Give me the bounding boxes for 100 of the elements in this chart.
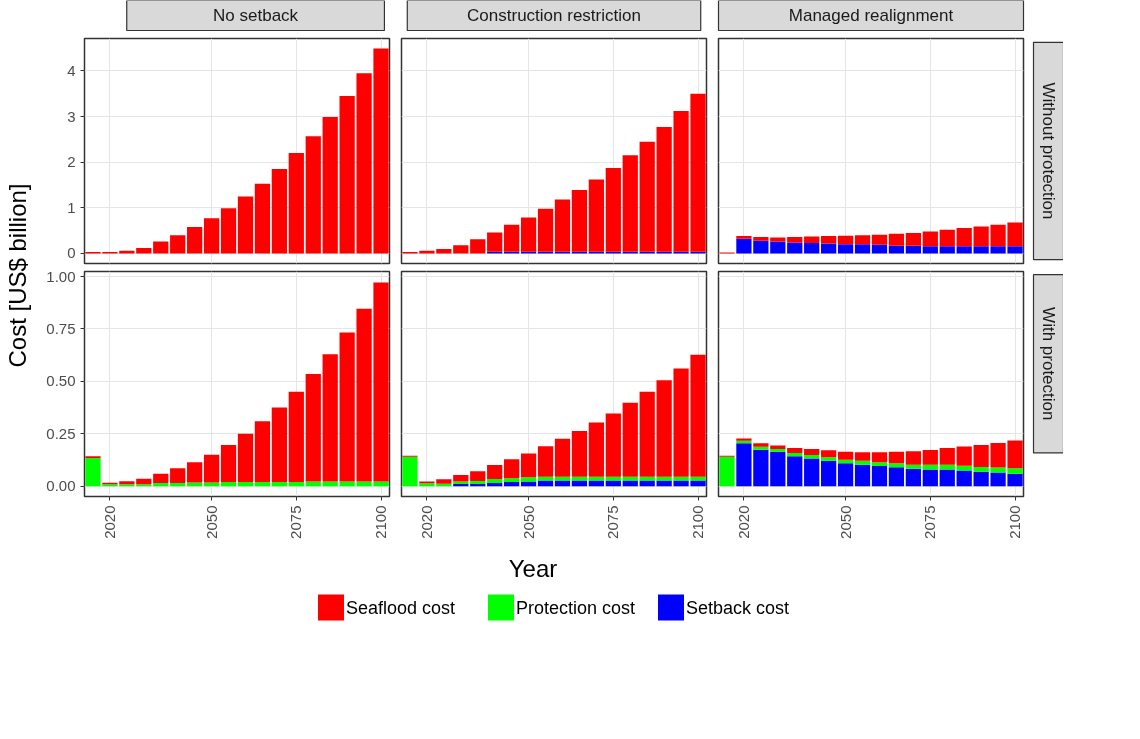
bar — [288, 391, 304, 483]
bar — [787, 242, 803, 254]
bar — [487, 483, 503, 487]
y-axis-title: Cost [US$ billion] — [4, 183, 31, 368]
bar — [153, 483, 169, 487]
bar — [871, 234, 888, 245]
bar — [956, 246, 972, 254]
bar — [187, 482, 203, 487]
bar — [837, 463, 854, 487]
bar — [153, 241, 169, 254]
bar — [854, 452, 871, 461]
bar — [787, 237, 803, 243]
x-tick-label: 2050 — [836, 505, 854, 539]
bar — [220, 208, 237, 254]
x-tick-label: 2020 — [734, 505, 752, 539]
bar — [504, 224, 520, 252]
bar — [804, 458, 820, 487]
bar — [922, 246, 938, 254]
bar — [770, 241, 786, 254]
bar — [888, 463, 905, 468]
x-axis-title: Year — [508, 555, 558, 582]
x-tick-label: 2100 — [1006, 505, 1024, 539]
bar — [605, 476, 621, 481]
bar — [504, 478, 520, 483]
bar — [821, 243, 837, 254]
bar — [487, 478, 503, 484]
x-tick-label: 2100 — [372, 505, 390, 539]
y-tick-label: 4 — [67, 61, 76, 79]
bar — [837, 451, 854, 460]
bar — [136, 484, 152, 487]
bar — [854, 464, 871, 487]
bar — [254, 183, 271, 254]
bar — [888, 233, 905, 246]
bar — [322, 117, 338, 254]
bar — [305, 374, 321, 482]
bar — [770, 237, 786, 242]
bar — [504, 482, 520, 487]
y-tick-label: 2 — [67, 153, 76, 171]
bar — [804, 236, 820, 243]
bar — [787, 448, 803, 454]
bar — [271, 407, 287, 483]
bar — [254, 482, 271, 487]
bar — [639, 391, 655, 477]
bar — [537, 446, 554, 477]
bar — [203, 454, 220, 483]
bar — [588, 422, 604, 477]
legend-label: Protection cost — [516, 597, 636, 618]
x-tick-label: 2020 — [100, 505, 118, 539]
bar — [622, 402, 638, 477]
bar — [203, 482, 220, 487]
bar — [470, 239, 486, 254]
chart-title: No setback — [213, 6, 299, 25]
bar — [504, 459, 520, 479]
bar — [854, 244, 871, 254]
bar — [554, 438, 571, 477]
bar — [770, 451, 786, 487]
bar — [554, 199, 571, 252]
bar — [888, 451, 905, 464]
bar — [537, 476, 554, 481]
bar — [719, 456, 735, 487]
bar — [639, 141, 655, 252]
bar — [220, 482, 237, 487]
bar — [237, 482, 254, 487]
bar — [871, 452, 888, 463]
bar — [220, 444, 237, 483]
y-tick-label: 1 — [67, 198, 76, 216]
bar — [804, 242, 820, 254]
bar — [520, 481, 537, 487]
bar — [787, 453, 803, 457]
bar — [305, 136, 321, 254]
y-tick-label: 0.00 — [46, 477, 76, 495]
bar — [487, 232, 503, 252]
bar — [237, 433, 254, 483]
bar — [905, 464, 921, 469]
bar — [956, 227, 972, 247]
bar — [322, 354, 338, 482]
bar — [605, 413, 621, 477]
bar — [588, 476, 604, 481]
y-tick-label: 3 — [67, 107, 76, 125]
y-tick-label: 0.50 — [46, 372, 76, 390]
bar — [136, 478, 152, 485]
bar — [588, 179, 604, 252]
bar — [922, 449, 938, 465]
bar — [922, 231, 938, 247]
x-tick-label: 2100 — [689, 505, 707, 539]
bar — [271, 482, 287, 487]
text: Without protection — [1039, 82, 1058, 220]
bar — [905, 468, 921, 487]
bar — [787, 456, 803, 487]
bar — [520, 453, 537, 478]
bar — [922, 469, 938, 487]
bar — [639, 476, 655, 481]
bar — [203, 218, 220, 254]
bar — [905, 232, 921, 246]
bar — [237, 196, 254, 254]
bar — [837, 244, 854, 254]
bar — [622, 155, 638, 252]
bar — [956, 470, 972, 487]
bar — [871, 462, 888, 467]
bar — [153, 473, 169, 484]
